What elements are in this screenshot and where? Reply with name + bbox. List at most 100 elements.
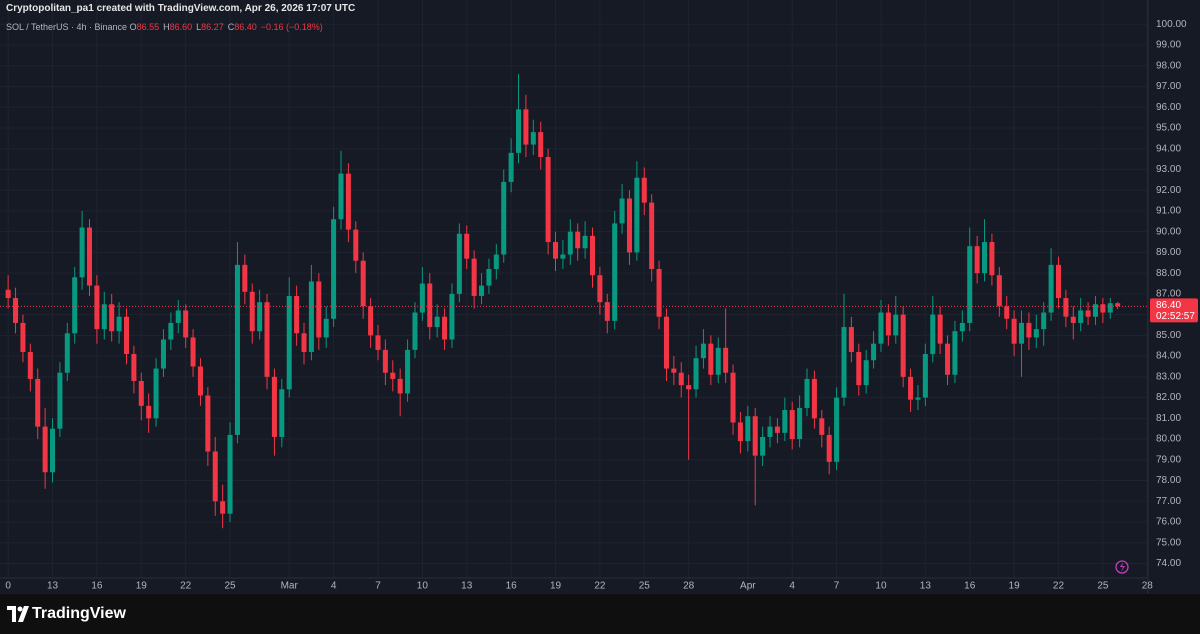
- candle-body: [811, 378, 817, 419]
- x-tick-label: 25: [639, 581, 651, 592]
- candle-body: [863, 360, 869, 386]
- footer: TradingView: [0, 594, 1200, 634]
- candle-body: [360, 260, 366, 307]
- candle-body: [175, 310, 181, 323]
- candle-body: [449, 293, 455, 340]
- candle-body: [116, 316, 122, 332]
- candle-body: [368, 306, 374, 336]
- candle-body: [79, 227, 85, 278]
- candle-body: [930, 314, 936, 355]
- candle-body: [915, 397, 921, 400]
- x-tick-label: 7: [375, 581, 381, 592]
- y-tick-label: 80.00: [1156, 434, 1181, 445]
- candle-body: [649, 202, 655, 270]
- candle-body: [723, 347, 729, 373]
- candle-body: [1026, 322, 1032, 338]
- candle-body: [94, 285, 100, 330]
- candle-body: [700, 343, 706, 359]
- symbol-legend: SOL / TetherUS · 4h · Binance O86.55 H86.…: [6, 22, 327, 32]
- candle-body: [523, 109, 529, 145]
- candle-body: [27, 351, 33, 379]
- candle-body: [856, 351, 862, 386]
- x-tick-label: 22: [1053, 581, 1065, 592]
- x-tick-label: 19: [1009, 581, 1021, 592]
- y-tick-label: 96.00: [1156, 102, 1181, 113]
- candle-body: [160, 339, 166, 369]
- candle-body: [234, 264, 240, 435]
- y-tick-label: 100.00: [1156, 19, 1187, 30]
- candle-body: [442, 316, 448, 340]
- candle-body: [456, 233, 462, 294]
- x-tick-label: 19: [136, 581, 148, 592]
- y-tick-label: 93.00: [1156, 164, 1181, 175]
- candle-body: [959, 322, 965, 332]
- x-tick-label: 7: [834, 581, 840, 592]
- candle-body: [242, 264, 248, 292]
- x-tick-label: 19: [550, 581, 562, 592]
- legend-value: 86.40: [234, 22, 257, 32]
- candle-body: [50, 428, 56, 473]
- candle-body: [545, 157, 551, 243]
- y-tick-label: 85.00: [1156, 330, 1181, 341]
- symbol: SOL / TetherUS · 4h · Binance: [6, 22, 128, 32]
- candle-body: [634, 177, 640, 253]
- candle-body: [464, 233, 470, 259]
- candle-body: [486, 269, 492, 286]
- candle-body: [405, 349, 411, 394]
- candle-body: [20, 322, 26, 352]
- candle-body: [1011, 318, 1017, 344]
- candle-body: [885, 312, 891, 336]
- last-price-tag: [1150, 298, 1198, 323]
- y-tick-label: 88.00: [1156, 268, 1181, 279]
- x-tick-label: 0: [5, 581, 11, 592]
- candle-body: [1092, 304, 1098, 317]
- candle-body: [974, 246, 980, 274]
- candle-body: [686, 385, 692, 390]
- candle-body: [64, 333, 70, 373]
- candle-body: [390, 372, 396, 379]
- candle-body: [1048, 264, 1054, 313]
- x-tick-label: 22: [180, 581, 192, 592]
- y-tick-label: 92.00: [1156, 185, 1181, 196]
- candle-body: [249, 291, 255, 332]
- candle-body: [382, 349, 388, 373]
- x-tick-label: 22: [594, 581, 606, 592]
- candle-body: [35, 378, 41, 427]
- attribution: Cryptopolitan_pa1 created with TradingVi…: [6, 3, 356, 14]
- candle-body: [767, 426, 773, 437]
- candle-body: [168, 322, 174, 340]
- candle-body: [493, 254, 499, 270]
- candle-body: [13, 298, 19, 323]
- candle-body: [996, 275, 1002, 307]
- y-tick-label: 84.00: [1156, 351, 1181, 362]
- alert-icon[interactable]: [1115, 560, 1129, 574]
- candle-body: [1115, 303, 1121, 307]
- brand: TradingView: [32, 605, 126, 622]
- candle-body: [848, 327, 854, 352]
- x-tick-label: Mar: [281, 581, 299, 592]
- candle-body: [101, 304, 107, 330]
- candle-body: [538, 132, 544, 158]
- ohlc: O86.55 H86.60 L86.27 C86.40: [130, 22, 261, 32]
- candle-body: [471, 258, 477, 296]
- candle-body: [138, 380, 144, 406]
- candle-body: [612, 223, 618, 321]
- chart: 74.00 75.00 76.00 77.00 78.00 79.00 80.00 81.00…: [0, 0, 1200, 594]
- legend-value: 86.27: [201, 22, 224, 32]
- x-tick-label: 16: [506, 581, 518, 592]
- candle-body: [1070, 316, 1076, 323]
- candle-body: [434, 316, 440, 328]
- legend-key: L: [196, 22, 202, 32]
- candle-body: [797, 407, 803, 440]
- candle-body: [560, 254, 566, 259]
- legend-key: H: [163, 22, 170, 32]
- candle-body: [952, 331, 958, 375]
- x-tick-label: 25: [1097, 581, 1109, 592]
- candle-body: [619, 198, 625, 224]
- candle-body: [597, 275, 603, 303]
- candle-body: [982, 242, 988, 274]
- candle-body: [530, 132, 536, 145]
- y-tick-label: 91.00: [1156, 206, 1181, 217]
- countdown: 02:52:57: [1156, 311, 1195, 322]
- candle-body: [752, 416, 758, 456]
